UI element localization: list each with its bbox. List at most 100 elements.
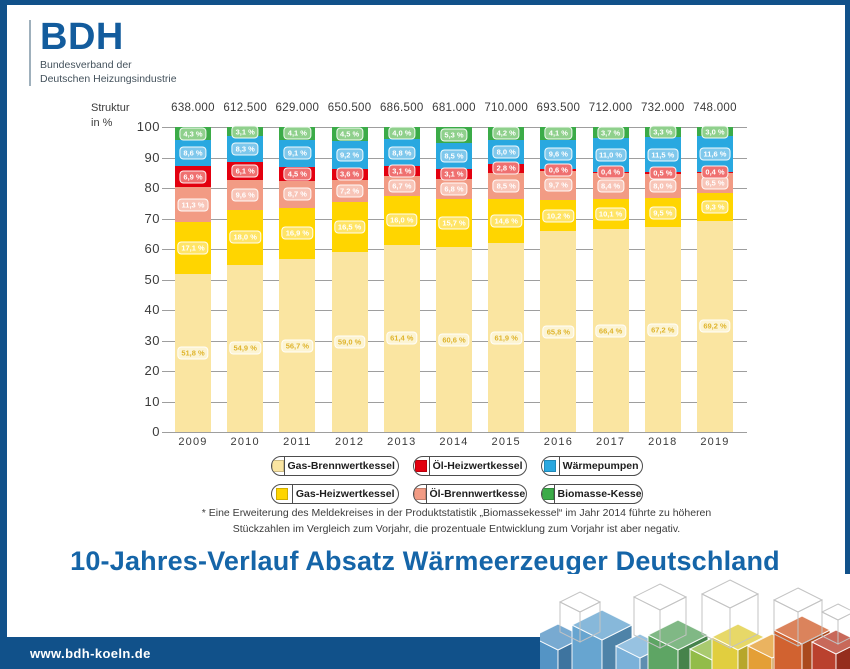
frame-border-right bbox=[845, 0, 850, 669]
segment-value-label: 16,9 % bbox=[281, 226, 314, 240]
x-axis-label: 2013 bbox=[387, 436, 417, 448]
bar-2016: 65,8 % 10,2 % 9,7 % 0,6 % 9,6 % 4,1 % bbox=[540, 126, 577, 432]
bar-total-label: 650.500 bbox=[327, 102, 372, 114]
segment-gas-brennwertkessel: 67,2 % bbox=[644, 227, 681, 432]
segment-value-label: 16,0 % bbox=[386, 213, 418, 227]
segment-value-label: 3,0 % bbox=[701, 125, 729, 139]
legend-swatch-box bbox=[414, 457, 430, 475]
segment-öl-heizwertkessel: 2,8 % bbox=[488, 161, 525, 175]
y-axis-tick-label: 50 bbox=[144, 271, 160, 287]
segment-biomasse-kessel: 5,3 % bbox=[436, 127, 472, 144]
segment-value-label: 4,3 % bbox=[179, 127, 207, 141]
segment-value-label: 3,1 % bbox=[388, 164, 416, 178]
legend-grid: Gas-Brennwertkessel Öl-Heizwertkessel Wärm… bbox=[168, 456, 745, 504]
segment-value-label: 8,7 % bbox=[283, 187, 311, 201]
x-axis-label: 2016 bbox=[543, 436, 574, 448]
footnote-line1: * Eine Erweiterung des Meldekreises in d… bbox=[201, 507, 712, 519]
bar-2015: 61,9 % 14,6 % 8,5 % 2,8 % 8,0 % 4,2 % bbox=[488, 126, 525, 432]
segment-biomasse-kessel: 3,3 % bbox=[644, 125, 681, 139]
segment-gas-heizwertkessel: 15,7 % bbox=[436, 199, 472, 248]
segment-value-label: 54,9 % bbox=[229, 341, 261, 355]
gridline bbox=[162, 432, 747, 433]
segment-value-label: 8,5 % bbox=[440, 149, 468, 163]
segment-value-label: 11,0 % bbox=[595, 148, 627, 162]
segment-value-label: 8,8 % bbox=[388, 146, 416, 160]
segment-value-label: 9,7 % bbox=[544, 178, 572, 192]
legend-swatch-box bbox=[413, 485, 427, 503]
bdh-logo-acronym: BDH bbox=[40, 16, 124, 58]
legend-color-swatch bbox=[271, 460, 284, 472]
y-axis-tick-label: 0 bbox=[152, 424, 160, 439]
segment-value-label: 18,0 % bbox=[229, 230, 261, 244]
segment-value-label: 15,7 % bbox=[438, 216, 470, 230]
segment-value-label: 2,8 % bbox=[492, 161, 520, 175]
bar-total-label: 612.500 bbox=[223, 102, 268, 114]
frame-border-left bbox=[0, 0, 7, 669]
segment-wärmepumpen: 8,0 % bbox=[488, 139, 525, 165]
segment-biomasse-kessel: 3,1 % bbox=[227, 125, 264, 139]
legend-item-gas-heizwertkessel: Gas-Heizwertkessel bbox=[270, 484, 399, 504]
legend-swatch-box bbox=[272, 485, 293, 503]
segment-öl-heizwertkessel: 3,6 % bbox=[331, 167, 368, 181]
segment-biomasse-kessel: 3,7 % bbox=[592, 126, 629, 140]
segment-value-label: 8,0 % bbox=[492, 145, 520, 159]
segment-value-label: 3,1 % bbox=[231, 125, 259, 139]
segment-gas-brennwertkessel: 59,0 % bbox=[331, 252, 368, 432]
legend-item-öl-heizwertkessel: Öl-Heizwertkessel bbox=[412, 456, 527, 476]
bdh-logo: BDH Bundesverband der Deutschen Heizungs… bbox=[29, 16, 177, 87]
segment-value-label: 56,7 % bbox=[281, 339, 314, 353]
segment-gas-brennwertkessel: 66,4 % bbox=[592, 229, 629, 432]
segment-value-label: 11,5 % bbox=[647, 148, 679, 162]
segment-gas-heizwertkessel: 16,9 % bbox=[279, 207, 316, 260]
segment-value-label: 8,4 % bbox=[597, 179, 625, 193]
bar-2019: 69,2 % 9,3 % 6,5 % 0,4 % 11,6 % 3,0 % bbox=[697, 125, 733, 432]
segment-gas-brennwertkessel: 54,9 % bbox=[227, 264, 264, 432]
legend-color-swatch bbox=[544, 460, 557, 472]
segment-öl-heizwertkessel: 6,1 % bbox=[227, 161, 264, 181]
segment-value-label: 16,5 % bbox=[333, 220, 366, 234]
segment-gas-brennwertkessel: 51,8 % bbox=[175, 274, 211, 432]
segment-value-label: 61,9 % bbox=[490, 331, 522, 345]
segment-value-label: 10,2 % bbox=[542, 209, 575, 223]
segment-value-label: 14,6 % bbox=[490, 214, 522, 228]
segment-biomasse-kessel: 3,0 % bbox=[697, 125, 733, 139]
segment-biomasse-kessel: 4,5 % bbox=[331, 127, 368, 141]
legend-swatch-box bbox=[542, 457, 560, 475]
legend-item-gas-brennwertkessel: Gas-Brennwertkessel bbox=[270, 456, 399, 476]
legend-label: Gas-Heizwertkessel bbox=[295, 488, 395, 500]
plot-area: 0 10 20 30 40 50 60 70 80 90 100 638.000 2009 51,8 % 1… bbox=[137, 102, 747, 448]
segment-value-label: 3,1 % bbox=[440, 167, 468, 181]
segment-gas-brennwertkessel: 61,4 % bbox=[383, 244, 420, 432]
bar-2012: 59,0 % 16,5 % 7,2 % 3,6 % 9,2 % 4,5 % bbox=[331, 127, 368, 432]
segment-value-label: 6,8 % bbox=[440, 182, 468, 196]
bdh-logo-subtitle: Bundesverband der Deutschen Heizungsindu… bbox=[40, 59, 177, 86]
segment-value-label: 8,0 % bbox=[649, 179, 677, 193]
segment-value-label: 5,3 % bbox=[440, 128, 468, 142]
y-axis-tick-label: 30 bbox=[144, 332, 160, 348]
x-axis-label: 2018 bbox=[648, 436, 678, 448]
segment-wärmepumpen: 11,6 % bbox=[697, 136, 733, 172]
bdh-logo-subtitle-line1: Bundesverband der bbox=[40, 59, 132, 72]
segment-value-label: 4,1 % bbox=[283, 126, 311, 140]
segment-öl-brennwertkessel: 8,5 % bbox=[488, 172, 525, 199]
y-axis-tick-label: 20 bbox=[144, 363, 160, 378]
segment-öl-brennwertkessel: 9,7 % bbox=[540, 170, 577, 201]
segment-biomasse-kessel: 4,1 % bbox=[540, 126, 577, 140]
y-axis-tick-label: 40 bbox=[144, 302, 160, 317]
segment-biomasse-kessel: 4,1 % bbox=[279, 126, 316, 140]
segment-value-label: 0,6 % bbox=[544, 163, 572, 177]
bar-2009: 51,8 % 17,1 % 11,3 % 6,9 % 8,6 % 4,3 % bbox=[175, 127, 211, 432]
frame-border-top bbox=[0, 0, 850, 5]
segment-gas-heizwertkessel: 9,5 % bbox=[644, 198, 681, 228]
segment-value-label: 9,3 % bbox=[701, 200, 729, 214]
bar-total-label: 629.000 bbox=[275, 102, 320, 114]
segment-gas-heizwertkessel: 10,1 % bbox=[592, 198, 629, 230]
segment-value-label: 61,4 % bbox=[386, 331, 418, 345]
x-axis-label: 2017 bbox=[595, 436, 626, 448]
legend-color-swatch bbox=[413, 488, 426, 500]
segment-biomasse-kessel: 4,3 % bbox=[175, 127, 211, 141]
y-axis-tick-label: 80 bbox=[144, 180, 160, 195]
segment-value-label: 8,5 % bbox=[492, 179, 520, 193]
bar-total-label: 686.500 bbox=[379, 102, 424, 114]
